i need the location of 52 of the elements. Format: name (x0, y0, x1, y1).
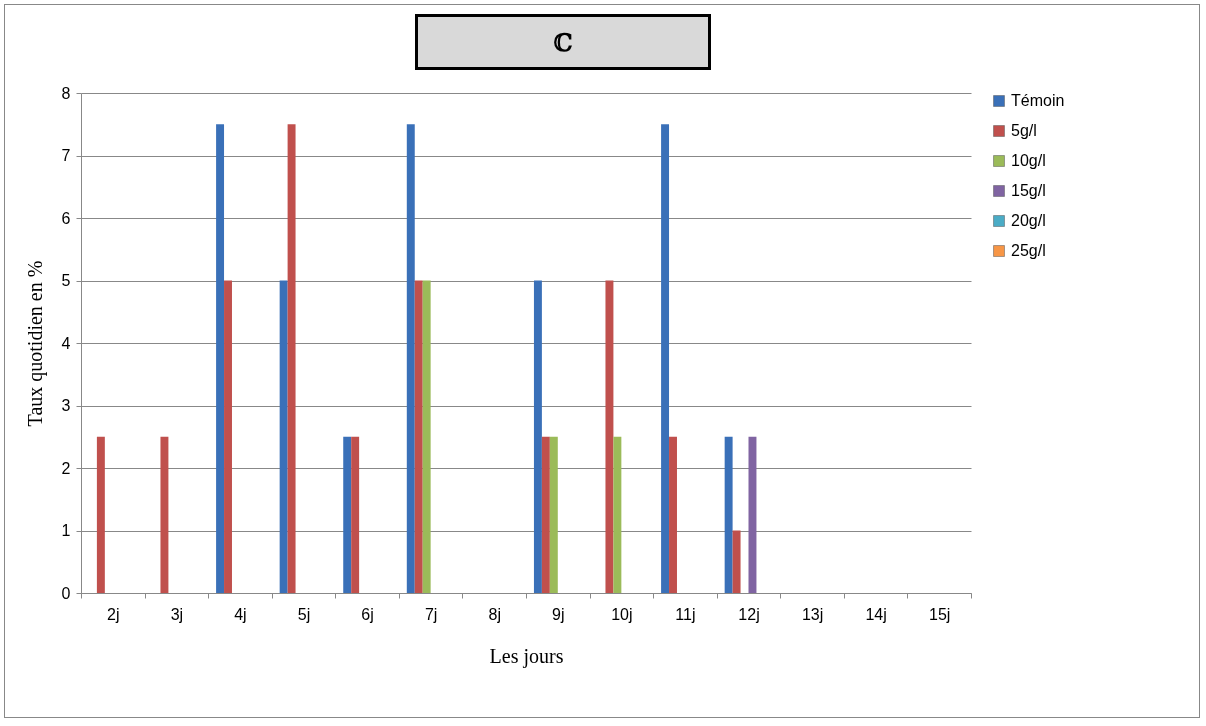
bar (661, 124, 670, 593)
x-tick-label: 7j (424, 605, 438, 623)
y-tick-label: 0 (61, 584, 71, 602)
chart-title: ℂ (415, 14, 711, 70)
bar (96, 436, 105, 593)
legend-label: 5g/l (1011, 122, 1037, 139)
bar (613, 436, 622, 593)
y-tick-label: 8 (61, 84, 71, 102)
bar (287, 124, 296, 593)
x-tick-label: 13j (801, 605, 824, 623)
x-tick-label: 8j (488, 605, 501, 623)
x-tick-label: 2j (107, 605, 120, 623)
y-axis-title: Taux quotidien en % (23, 260, 47, 427)
y-tick-label: 7 (61, 147, 71, 164)
bar (414, 280, 423, 593)
bar (732, 530, 741, 593)
legend-label: 10g/l (1011, 152, 1046, 169)
x-tick-label: 14j (865, 605, 887, 623)
bar (343, 436, 352, 593)
bar (406, 124, 415, 593)
y-tick-label: 4 (61, 334, 71, 352)
bar (160, 436, 169, 593)
legend-label: Témoin (1011, 92, 1065, 109)
x-tick-label: 9j (552, 605, 565, 623)
x-axis-title: Les jours (489, 644, 564, 668)
y-tick-label: 1 (61, 522, 71, 539)
bar (724, 436, 733, 593)
x-tick-label: 15j (929, 605, 951, 623)
x-tick-label: 11j (675, 605, 696, 623)
y-tick-label: 6 (61, 209, 71, 227)
legend-label: 25g/l (1011, 242, 1046, 259)
bar (669, 436, 677, 593)
y-tick-label: 2 (61, 459, 71, 477)
x-tick-label: 10j (611, 605, 633, 623)
bar (533, 280, 542, 593)
x-tick-label: 6j (361, 605, 374, 623)
bar (224, 280, 232, 593)
y-tick-label: 3 (61, 397, 71, 414)
bar (279, 280, 288, 593)
bar (216, 124, 225, 593)
x-tick-label: 3j (170, 605, 184, 623)
legend-label: 20g/l (1011, 212, 1046, 229)
bar (351, 436, 360, 593)
x-tick-label: 4j (234, 605, 247, 623)
bar (422, 280, 431, 593)
bar (605, 280, 614, 593)
x-tick-label: 12j (738, 605, 760, 623)
x-tick-label: 5j (297, 605, 311, 623)
legend-label: 15g/l (1011, 182, 1046, 199)
bar (541, 436, 550, 593)
bar (549, 436, 558, 593)
y-tick-label: 5 (61, 272, 71, 289)
